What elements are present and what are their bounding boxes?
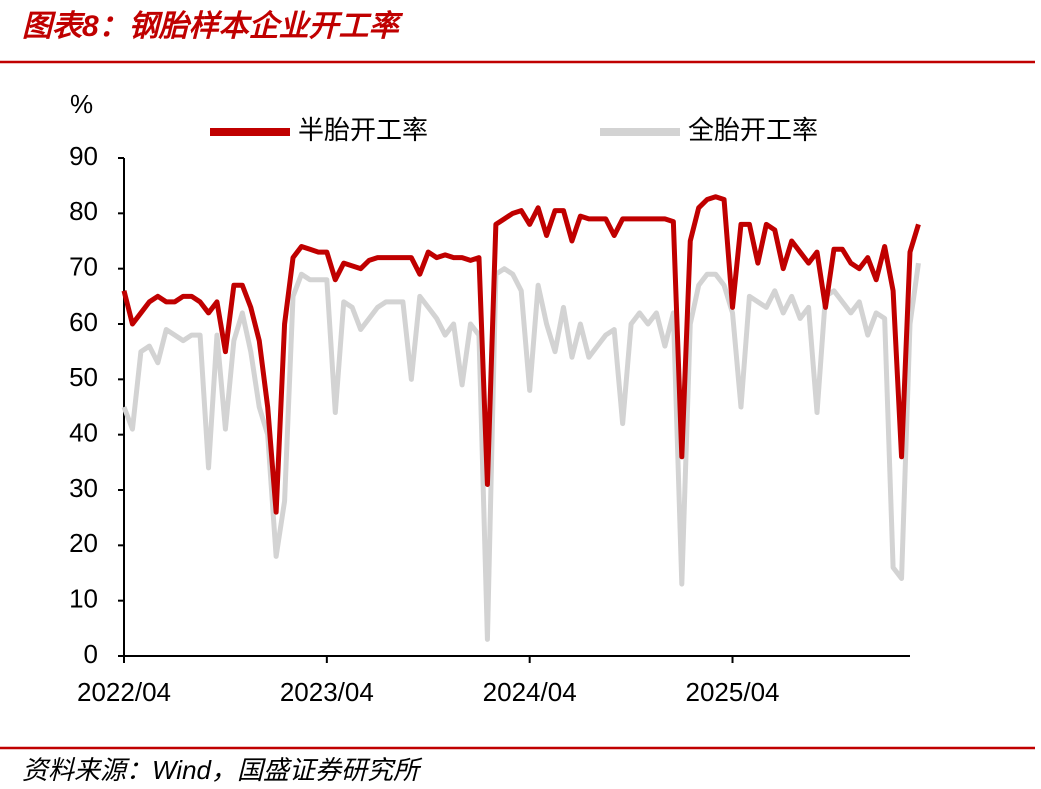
- y-tick-label: 60: [69, 307, 98, 337]
- x-tick-label: 2024/04: [483, 677, 577, 707]
- chart-title: 图表8：钢胎样本企业开工率: [22, 9, 404, 43]
- y-tick-label: 50: [69, 362, 98, 392]
- y-tick-label: 90: [69, 141, 98, 171]
- y-tick-label: 20: [69, 528, 98, 558]
- series-line: [121, 194, 921, 515]
- legend-label: 全胎开工率: [688, 115, 818, 145]
- legend-label: 半胎开工率: [298, 115, 428, 145]
- y-tick-label: 10: [69, 584, 98, 614]
- x-tick-label: 2025/04: [686, 677, 780, 707]
- y-tick-label: 40: [69, 418, 98, 448]
- y-axis-label: %: [70, 89, 93, 119]
- x-tick-label: 2022/04: [77, 677, 171, 707]
- y-tick-label: 0: [84, 639, 98, 669]
- y-tick-label: 70: [69, 252, 98, 282]
- x-tick-label: 2023/04: [280, 677, 374, 707]
- series-line: [121, 262, 921, 642]
- y-tick-label: 30: [69, 473, 98, 503]
- y-tick-label: 80: [69, 196, 98, 226]
- source: 资料来源：Wind，国盛证券研究所: [22, 755, 423, 785]
